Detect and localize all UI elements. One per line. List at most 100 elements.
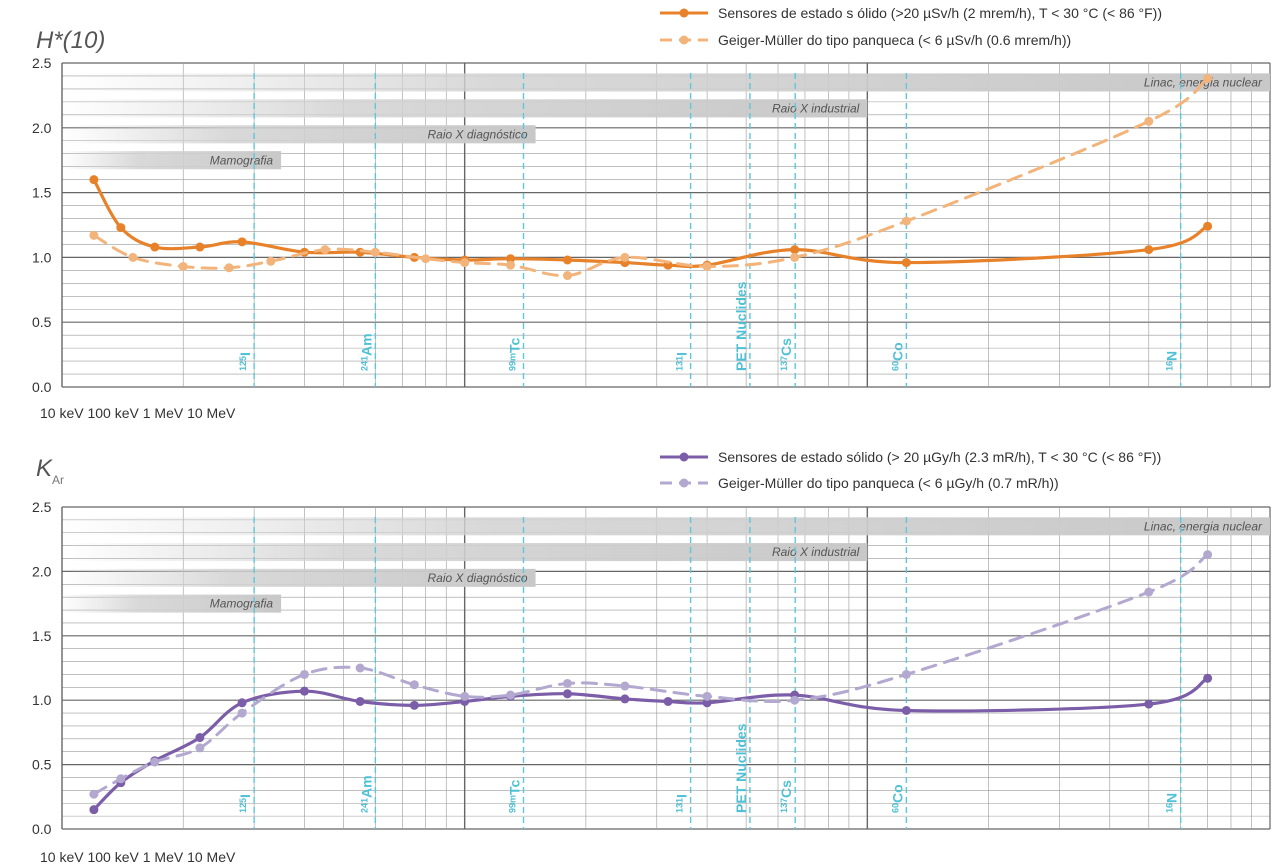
data-point: [370, 247, 380, 257]
data-point: [409, 680, 419, 690]
application-band: [60, 99, 868, 118]
data-point: [150, 757, 160, 767]
nuclide-label: 241Am: [358, 775, 374, 813]
data-point: [1203, 673, 1213, 683]
y-tick-label: 1.5: [32, 185, 52, 201]
data-point: [195, 242, 205, 252]
data-point: [562, 678, 572, 688]
nuclide-label: 131I: [674, 352, 690, 371]
legend-label: Sensores de estado sólido (> 20 µGy/h (2…: [718, 449, 1161, 465]
application-band-label: Raio X industrial: [772, 101, 860, 115]
y-tick-label: 0.0: [32, 821, 52, 837]
data-point: [89, 789, 99, 799]
data-point: [355, 663, 365, 673]
data-point: [320, 245, 330, 255]
x-axis-label: 10 keV 100 keV 1 MeV 10 MeV: [40, 849, 236, 865]
nuclide-label: PET Nuclides: [733, 281, 749, 371]
chart-title: KAr: [36, 455, 64, 487]
data-point: [237, 698, 247, 708]
data-point: [702, 691, 712, 701]
data-point: [89, 175, 99, 185]
data-point: [195, 733, 205, 743]
application-band-label: Linac, energia nuclear: [1144, 519, 1263, 533]
nuclide-label: 137Cs: [778, 780, 794, 813]
application-band-label: Mamografia: [210, 153, 274, 167]
application-band: [60, 568, 536, 587]
application-band-label: Raio X diagnóstico: [428, 127, 528, 141]
application-band: [60, 125, 536, 144]
data-point: [901, 258, 911, 268]
data-point: [237, 237, 247, 247]
legend-swatch-marker: [679, 35, 689, 45]
legend-label: Geiger-Müller do tipo panqueca (< 6 µGy/…: [718, 475, 1059, 491]
data-point: [702, 261, 712, 271]
y-tick-label: 2.5: [32, 499, 52, 515]
nuclide-label: PET Nuclides: [733, 723, 749, 813]
data-point: [1203, 221, 1213, 231]
data-point: [901, 216, 911, 226]
application-band: [60, 151, 282, 170]
data-point: [266, 256, 276, 266]
data-point: [1203, 550, 1213, 560]
application-band: [60, 73, 1270, 92]
nuclide-label: 131I: [674, 794, 690, 813]
data-point: [562, 255, 572, 265]
data-point: [89, 805, 99, 815]
data-point: [421, 254, 431, 264]
data-point: [195, 743, 205, 753]
data-point: [128, 252, 138, 262]
nuclide-label: 99mTc: [507, 337, 523, 371]
data-point: [790, 245, 800, 255]
data-point: [506, 260, 516, 270]
y-tick-label: 0.5: [32, 314, 52, 330]
y-tick-label: 0.0: [32, 379, 52, 395]
nuclide-label: 60Co: [889, 342, 905, 371]
data-point: [299, 686, 309, 696]
data-point: [663, 696, 673, 706]
application-band-label: Raio X industrial: [772, 545, 860, 559]
data-point: [150, 242, 160, 252]
data-point: [790, 695, 800, 705]
y-tick-label: 0.5: [32, 757, 52, 773]
data-point: [299, 669, 309, 679]
data-point: [224, 263, 234, 273]
legend-label: Geiger-Müller do tipo panqueca (< 6 µSv/…: [718, 32, 1071, 48]
data-point: [790, 252, 800, 262]
data-point: [409, 700, 419, 710]
nuclide-label: 241Am: [358, 333, 374, 371]
data-point: [1144, 245, 1154, 255]
data-point: [620, 252, 630, 262]
data-point: [460, 258, 470, 268]
application-band-label: Mamografia: [210, 597, 274, 611]
y-tick-label: 1.0: [32, 692, 52, 708]
data-point: [506, 690, 516, 700]
data-point: [355, 696, 365, 706]
data-point: [702, 698, 712, 708]
data-point: [460, 691, 470, 701]
data-point: [116, 774, 126, 784]
application-band-label: Raio X diagnóstico: [428, 571, 528, 585]
x-axis-label: 10 keV 100 keV 1 MeV 10 MeV: [40, 405, 236, 421]
nuclide-label: 99mTc: [507, 779, 523, 813]
chart-title: H*(10): [36, 27, 105, 54]
application-band: [60, 517, 1270, 536]
data-point: [116, 223, 126, 233]
legend-label: Sensores de estado s ólido (>20 µSv/h (2…: [718, 5, 1162, 21]
nuclide-label: 137Cs: [778, 338, 794, 371]
data-point: [506, 254, 516, 264]
y-tick-label: 1.0: [32, 249, 52, 265]
nuclide-label: 60Co: [889, 784, 905, 813]
legend-swatch-marker: [679, 452, 689, 462]
y-tick-label: 2.0: [32, 563, 52, 579]
y-tick-label: 2.5: [32, 55, 52, 71]
data-point: [620, 681, 630, 691]
y-tick-label: 2.0: [32, 120, 52, 136]
application-band: [60, 594, 282, 613]
data-point: [237, 708, 247, 718]
data-point: [1144, 699, 1154, 709]
y-tick-label: 1.5: [32, 628, 52, 644]
nuclide-label: 16N: [1164, 351, 1180, 371]
data-point: [178, 261, 188, 271]
